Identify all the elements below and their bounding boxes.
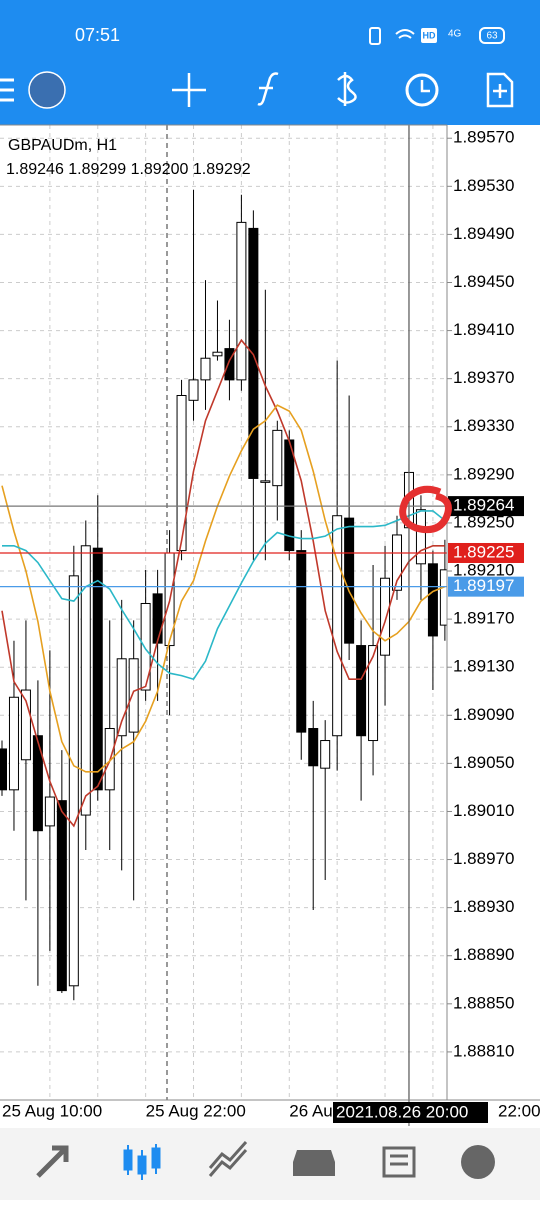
y-tick-label: 1.89010: [453, 801, 514, 820]
crosshair-button[interactable]: [172, 73, 206, 107]
period-button[interactable]: [405, 73, 439, 107]
x-tick-label: 26 Au: [289, 1101, 333, 1120]
price-label-box: [448, 576, 524, 597]
trade-tab[interactable]: [208, 1141, 248, 1177]
x-tick-label: 25 Aug 10:00: [2, 1101, 102, 1120]
y-tick-label: 1.88970: [453, 849, 514, 868]
y-tick-label: 1.89250: [453, 512, 514, 531]
candle-body: [439, 569, 447, 626]
candle-body: [200, 357, 211, 381]
crosshair-time-label: 2021.08.26 20:00: [336, 1102, 468, 1121]
candle-body: [44, 796, 55, 827]
candle-body: [344, 517, 355, 644]
y-tick-label: 1.89450: [453, 272, 514, 291]
candle-body: [128, 658, 139, 733]
candle-body: [56, 800, 67, 992]
y-tick-label: 1.89090: [453, 705, 514, 724]
trade-button[interactable]: [337, 72, 357, 106]
candle-body: [260, 480, 271, 483]
y-tick-label: 1.89490: [453, 224, 514, 243]
bottom-nav: [0, 1128, 540, 1200]
price-label-box: [448, 542, 524, 563]
candle-body: [272, 429, 283, 487]
menu-button[interactable]: [0, 78, 14, 102]
candle-body: [140, 602, 151, 691]
y-tick-label: 1.88810: [453, 1041, 514, 1060]
candle-body: [320, 740, 331, 769]
candle-body: [308, 728, 319, 767]
candle-body: [212, 351, 223, 357]
crosshair-time-box: [333, 1102, 488, 1123]
axes: 1.89570 1.89530 1.89490 1.89450 1.89410 1.893…: [2, 128, 540, 1126]
candle-body: [236, 221, 247, 381]
price-label: 1.89225: [453, 542, 514, 561]
battery: 63: [486, 31, 498, 42]
history-tab[interactable]: [293, 1150, 335, 1176]
header-bar: [0, 0, 540, 125]
chat-tab[interactable]: [461, 1145, 495, 1179]
y-tick-label: 1.89290: [453, 464, 514, 483]
candle-body: [8, 696, 19, 791]
hd-text: HD: [423, 30, 436, 40]
clock: 07:51: [75, 25, 120, 45]
candle-body: [32, 735, 43, 832]
y-tick-label: 1.89130: [453, 657, 514, 676]
hd-badge: [421, 28, 437, 43]
symbol-title: GBPAUDm, H1: [8, 137, 117, 154]
candle-body: [92, 547, 103, 791]
candle-body: [368, 645, 379, 742]
app-logo[interactable]: [28, 71, 66, 109]
y-tick-label: 1.89530: [453, 176, 514, 195]
ohlc-readout: 1.89246 1.89299 1.89200 1.89292: [6, 161, 251, 178]
price-label-box: [448, 496, 524, 517]
candle-body: [392, 534, 403, 591]
chart-tab[interactable]: [123, 1144, 161, 1180]
plot: [0, 125, 447, 1100]
y-tick-label: 1.88890: [453, 945, 514, 964]
price-label: 1.89197: [453, 576, 514, 595]
y-tick-label: 1.89410: [453, 320, 514, 339]
candle-body: [68, 575, 79, 987]
y-tick-label: 1.89330: [453, 416, 514, 435]
y-tick-label: 1.88930: [453, 897, 514, 916]
nav-icons: [36, 1141, 495, 1180]
quotes-tab[interactable]: [36, 1145, 69, 1178]
candle-body: [296, 550, 307, 733]
y-tick-label: 1.89570: [453, 128, 514, 147]
candle-body: [0, 748, 7, 791]
moving-average: [1, 338, 445, 828]
x-tick-label: 22:00: [498, 1101, 540, 1120]
network: 4G: [448, 29, 462, 40]
candle-body: [80, 545, 91, 816]
candle-body: [224, 348, 235, 381]
y-tick-label: 1.89370: [453, 368, 514, 387]
y-tick-label: 1.88850: [453, 993, 514, 1012]
candle-body: [427, 563, 438, 637]
candle-body: [188, 379, 199, 401]
candle-body: [356, 645, 367, 737]
moving-average: [2, 510, 446, 681]
candle-body: [20, 689, 31, 761]
new-order-button[interactable]: [486, 72, 514, 108]
y-tick-label: 1.89210: [453, 561, 514, 580]
candle-body: [415, 509, 426, 565]
y-tick-label: 1.89050: [453, 753, 514, 772]
news-tab[interactable]: [382, 1146, 416, 1178]
candle-body: [284, 439, 295, 552]
toolbar: [0, 71, 514, 109]
candle-body: [152, 593, 163, 644]
user-scribble: [399, 485, 452, 534]
price-label: 1.89264: [453, 496, 514, 515]
moving-average: [1, 404, 446, 773]
candle-body: [332, 515, 343, 737]
candle-body: [116, 658, 127, 737]
status-icons: [369, 27, 505, 45]
indicators-button[interactable]: [257, 72, 279, 106]
candle-body: [176, 394, 187, 552]
candle-body: [380, 577, 391, 656]
y-tick-label: 1.89170: [453, 609, 514, 628]
x-tick-label: 25 Aug 22:00: [146, 1101, 246, 1120]
